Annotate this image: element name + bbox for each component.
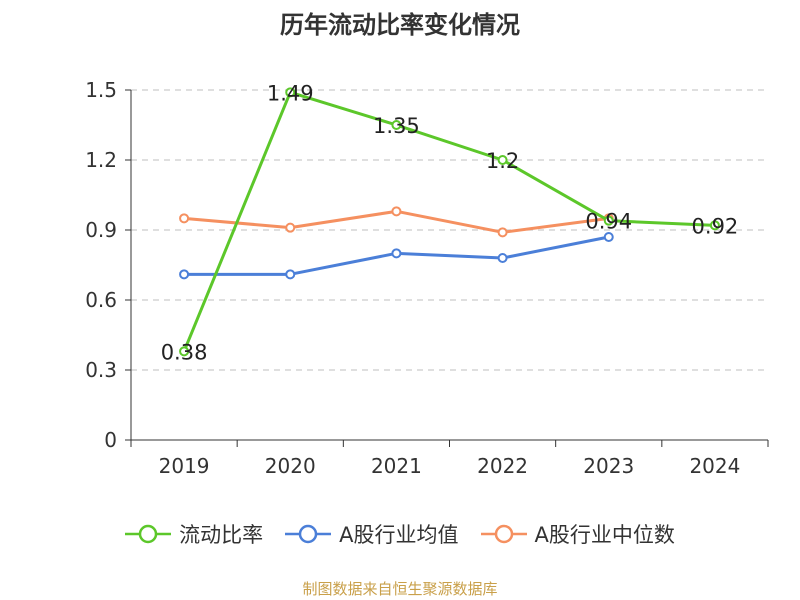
data-point <box>285 222 296 233</box>
data-point <box>497 155 508 165</box>
data-point <box>391 120 402 130</box>
legend-item[interactable]: A股行业中位数 <box>480 519 675 549</box>
data-label: 0.38 <box>161 340 208 364</box>
y-tick-label: 0.3 <box>85 358 117 382</box>
data-label: 0.94 <box>585 210 632 234</box>
y-tick-label: 0.9 <box>85 218 117 242</box>
y-tick-label: 0.6 <box>85 288 117 312</box>
y-tick-label: 1.2 <box>85 148 117 172</box>
legend-circle <box>138 524 158 544</box>
axes: 0 0.3 0.6 0.9 1.2 1.5 2019 2020 2021 2022 2023 2024 <box>85 78 769 478</box>
data-point <box>285 269 296 280</box>
data-label: 0.92 <box>692 214 739 238</box>
data-point <box>391 206 402 217</box>
data-label: 1.35 <box>373 114 420 138</box>
x-tick-label: 2020 <box>265 454 316 478</box>
legend-marker-icon <box>285 524 332 544</box>
data-point <box>603 215 614 226</box>
legend-label: 流动比率 <box>179 523 264 547</box>
x-tick-label: 2021 <box>371 454 422 478</box>
legend-item[interactable]: 流动比率 <box>125 519 263 549</box>
data-label: 1.49 <box>267 81 314 105</box>
legend-marker-icon <box>125 524 172 544</box>
legend: 流动比率 A股行业均值 A股行业中位数 <box>0 519 800 549</box>
data-point <box>179 213 190 224</box>
y-tick-label: 0 <box>104 428 117 452</box>
x-tick-label: 2024 <box>689 454 740 478</box>
legend-label: A股行业均值 <box>339 523 459 547</box>
source-note: 制图数据来自恒生聚源数据库 <box>302 580 498 598</box>
y-tick-label: 1.5 <box>85 78 117 102</box>
series-line <box>182 90 715 352</box>
chart-title: 历年流动比率变化情况 <box>280 11 520 39</box>
data-point <box>603 232 614 242</box>
data-point <box>709 220 720 231</box>
legend-circle <box>298 524 318 544</box>
data-point <box>179 346 190 357</box>
legend-marker-icon <box>480 524 527 544</box>
series-layer <box>179 87 720 357</box>
legend-label: A股行业中位数 <box>534 523 675 547</box>
data-point <box>497 253 508 263</box>
data-point <box>497 227 508 238</box>
data-point <box>285 87 296 98</box>
x-tick-label: 2019 <box>159 454 210 478</box>
grid-lines <box>131 89 768 371</box>
legend-item[interactable]: A股行业均值 <box>285 519 459 549</box>
data-point <box>179 269 190 280</box>
x-tick-label: 2022 <box>477 454 528 478</box>
x-tick-label: 2023 <box>583 454 634 478</box>
legend-circle <box>494 524 513 544</box>
data-labels: 0.38 1.49 1.35 1.2 0.94 0.92 <box>161 81 739 364</box>
data-label: 1.2 <box>486 149 519 173</box>
data-point <box>391 248 402 259</box>
